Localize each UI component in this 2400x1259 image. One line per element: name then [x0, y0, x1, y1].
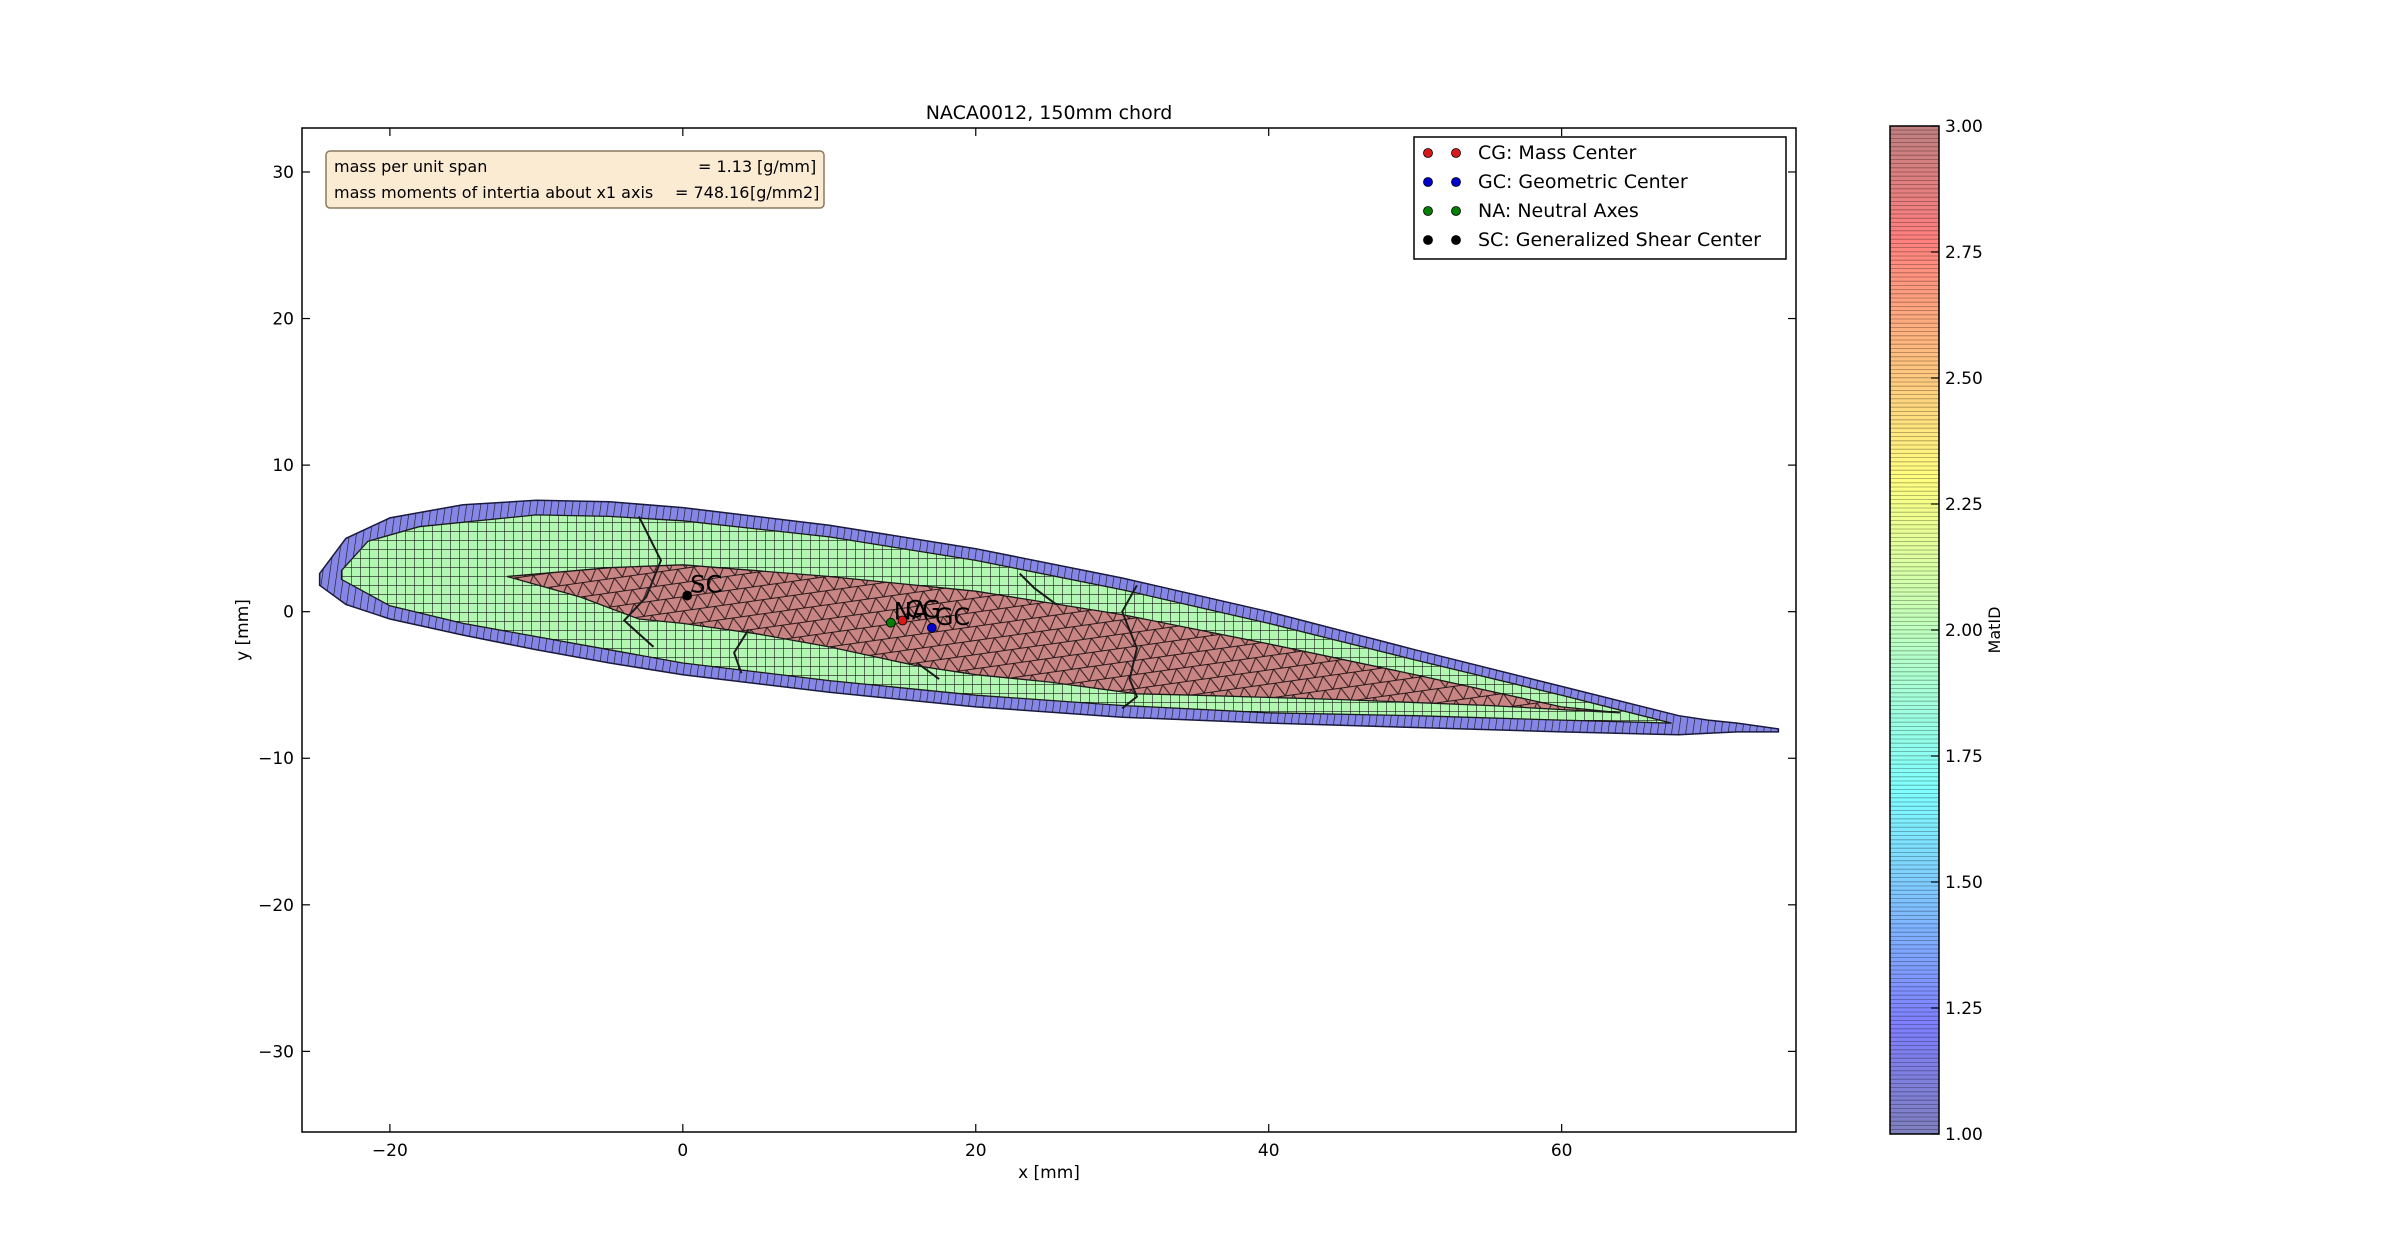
annotation-mass-unit: [g/mm] [757, 157, 816, 176]
x-tick-label: 40 [1258, 1141, 1280, 1161]
shear-web-seam-4 [916, 662, 940, 680]
shear-web-seam-5 [1121, 584, 1139, 710]
colorbar: 1.00 1.25 1.50 1.75 2.00 2.25 2.50 2.75 3.00 Mat… [1889, 117, 2004, 1145]
colorbar-tick-label: 1.50 [1945, 873, 1983, 893]
legend-marker [1451, 177, 1461, 187]
y-tick-label: 0 [283, 603, 294, 623]
point-gc [926, 622, 937, 633]
legend-marker [1451, 206, 1461, 216]
legend-label: GC: Geometric Center [1478, 171, 1688, 193]
y-tick-label: −10 [258, 749, 294, 769]
legend-label: SC: Generalized Shear Center [1478, 229, 1761, 251]
annotation-inertia-label: mass moments of intertia about x1 axis [334, 183, 653, 202]
colorbar-tick-label: 1.75 [1945, 747, 1983, 767]
colorbar-tick-label: 3.00 [1945, 117, 1983, 137]
colorbar-tick-label: 2.00 [1945, 621, 1983, 641]
point-label-gc: GC [935, 603, 970, 631]
colorbar-fill [1890, 126, 1939, 1134]
annotation-mass-label: mass per unit span [334, 157, 487, 176]
x-tick-label: −20 [372, 1141, 408, 1161]
colorbar-contours [1890, 129, 1939, 1135]
annotation-box: mass per unit span = 1.13 [g/mm] mass mo… [325, 150, 825, 209]
point-sc [682, 590, 693, 601]
colorbar-tick-label: 1.25 [1945, 999, 1983, 1019]
annotation-mass-value: = 1.13 [698, 157, 752, 176]
legend-marker [1423, 235, 1433, 245]
shear-web-seam-3 [1018, 572, 1057, 606]
y-tick-label: 30 [272, 163, 294, 183]
legend-marker [1423, 177, 1433, 187]
shear-web-seam-2 [732, 628, 750, 674]
spar-mesh [507, 564, 1621, 713]
legend-marker [1451, 235, 1461, 245]
colorbar-tick-label: 2.75 [1945, 243, 1983, 263]
legend-marker [1451, 148, 1461, 158]
legend-marker [1423, 206, 1433, 216]
annotation-inertia-unit: [g/mm2] [750, 183, 819, 202]
point-label-na: NA [894, 598, 929, 626]
y-tick-label: 20 [272, 310, 294, 330]
y-tick-label: 10 [272, 456, 294, 476]
point-cg [897, 615, 908, 626]
x-axis-label: x [mm] [1018, 1163, 1080, 1183]
colorbar-tick-label: 1.00 [1945, 1125, 1983, 1145]
colorbar-tick-label: 2.50 [1945, 369, 1983, 389]
legend-frame [1413, 136, 1787, 260]
point-label-sc: SC [690, 571, 722, 599]
legend-label: CG: Mass Center [1478, 142, 1636, 164]
point-na [885, 617, 896, 628]
colorbar-tick-label: 2.25 [1945, 495, 1983, 515]
x-tick-label: 0 [677, 1141, 688, 1161]
shear-web-seam-1 [622, 515, 662, 648]
legend-label: NA: Neutral Axes [1478, 200, 1639, 222]
annotation-inertia-value: = 748.16 [675, 183, 749, 202]
legend-marker [1423, 148, 1433, 158]
chart-title: NACA0012, 150mm chord [926, 102, 1173, 124]
x-tick-label: 20 [965, 1141, 987, 1161]
point-label-cg: CG [906, 595, 941, 623]
plot-frame [301, 127, 1797, 1133]
y-tick-label: −20 [258, 896, 294, 916]
legend: CG: Mass Center GC: Geometric Center NA: N… [1413, 136, 1787, 260]
colorbar-label: MatID [1985, 607, 2004, 654]
x-tick-label: 60 [1551, 1141, 1573, 1161]
y-axis-label: y [mm] [233, 599, 253, 661]
y-tick-label: −30 [258, 1042, 294, 1062]
